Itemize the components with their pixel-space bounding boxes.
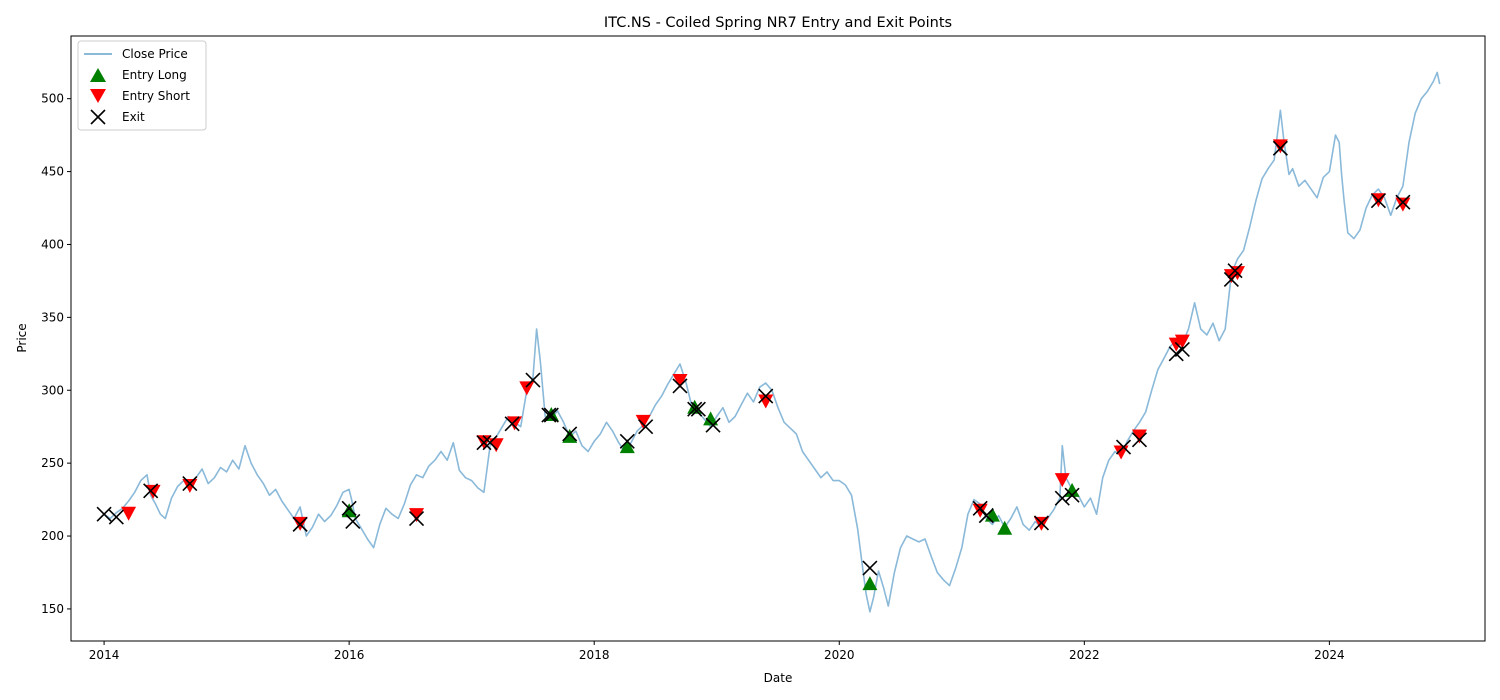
entry-short-marker [672,374,688,389]
legend: Close Price Entry Long Entry Short Exit [77,40,207,131]
exit-marker [1115,439,1132,455]
exit-marker [672,378,688,394]
exit-marker [972,500,988,516]
entry-short-marker [182,479,198,494]
y-tick-label: 450 [41,165,64,179]
entry-long-marker [703,411,719,426]
exit-marker [108,509,124,525]
exit-marker [1227,263,1243,279]
legend-swatch-entry-short [90,89,106,103]
y-tick-label: 250 [41,456,64,470]
exit-marker [476,435,492,451]
entry-short-marker [519,381,535,396]
entry-long-marker [997,520,1013,535]
y-tick-label: 300 [41,383,64,397]
y-tick-label: 500 [41,92,64,106]
exit-marker [543,407,559,423]
entry-short-marker [1054,473,1070,488]
exit-marker [1054,490,1070,506]
exit-marker [1370,193,1386,209]
entry-long-marker [619,439,635,454]
x-axis: 2014 2016 2018 2020 2022 2024 [89,641,1345,662]
exit-marker [687,401,703,417]
x-tick-label: 2024 [1314,648,1345,662]
legend-label-entry-short: Entry Short [122,89,190,103]
plot-frame [70,35,1486,642]
exit-marker [1064,487,1080,503]
exit-marker [638,419,654,435]
exit-marker [690,401,706,417]
entry-short-marker [488,438,504,453]
exit-marker [408,510,425,527]
exit-marker [345,513,361,530]
entry-long-marker [562,428,578,443]
entry-short-marker [1272,139,1288,154]
exit-marker [504,416,520,432]
chart-title: ITC.NS - Coiled Spring NR7 Entry and Exi… [604,15,952,31]
legend-label-entry-long: Entry Long [122,68,187,82]
exit-marker [143,483,159,499]
entry-long-marker [341,503,357,518]
legend-swatch-entry-long [90,68,106,82]
legend-label-exit: Exit [122,110,145,124]
exit-marker [1174,341,1190,357]
y-axis: 150 200 250 300 350 400 450 500 [41,92,71,616]
x-tick-label: 2014 [89,648,120,662]
exit-marker [1223,271,1239,288]
entry-short-marker [1174,334,1190,349]
entry-long-marker [862,576,878,591]
entry-short-marker [758,394,774,409]
exit-marker [1395,194,1411,210]
x-axis-title: Date [764,671,793,685]
y-tick-label: 350 [41,310,64,324]
x-tick-label: 2022 [1069,648,1100,662]
entry-short-marker [972,503,988,518]
x-tick-label: 2020 [824,648,855,662]
legend-label-close-price: Close Price [122,47,188,61]
exit-marker [862,560,878,576]
exit-marker [292,516,308,532]
exit-marker [341,500,357,516]
exit-marker [978,508,994,524]
entry-short-marker [635,414,651,429]
exit-marker [482,435,498,451]
exit-marker [525,372,541,388]
exit-marker [705,417,721,433]
y-axis-title: Price [15,323,29,352]
y-tick-label: 200 [41,529,64,543]
y-tick-label: 400 [41,237,64,251]
legend-box [77,40,207,131]
exit-marker [1272,140,1288,156]
x-tick-label: 2016 [334,648,365,662]
legend-swatch-exit [90,109,106,125]
y-tick-label: 150 [41,602,64,616]
entry-short-marker [1395,197,1411,212]
x-tick-label: 2018 [579,648,610,662]
exit-marker [619,433,635,449]
entry-short-marker [145,484,161,499]
exit-marker [562,426,578,442]
exit-marker [182,475,198,492]
entry-short-marker [121,506,137,521]
exit-marker [1033,515,1050,531]
entry-short-marker [507,416,523,431]
entry-short-marker [409,508,425,523]
exit-marker [96,506,112,522]
exit-marker [541,407,557,423]
entry-long-marker [1064,482,1080,497]
entry-short-marker [1131,429,1147,444]
exit-marker [1131,432,1148,448]
exit-marker [1168,346,1184,362]
exit-marker [758,388,774,404]
